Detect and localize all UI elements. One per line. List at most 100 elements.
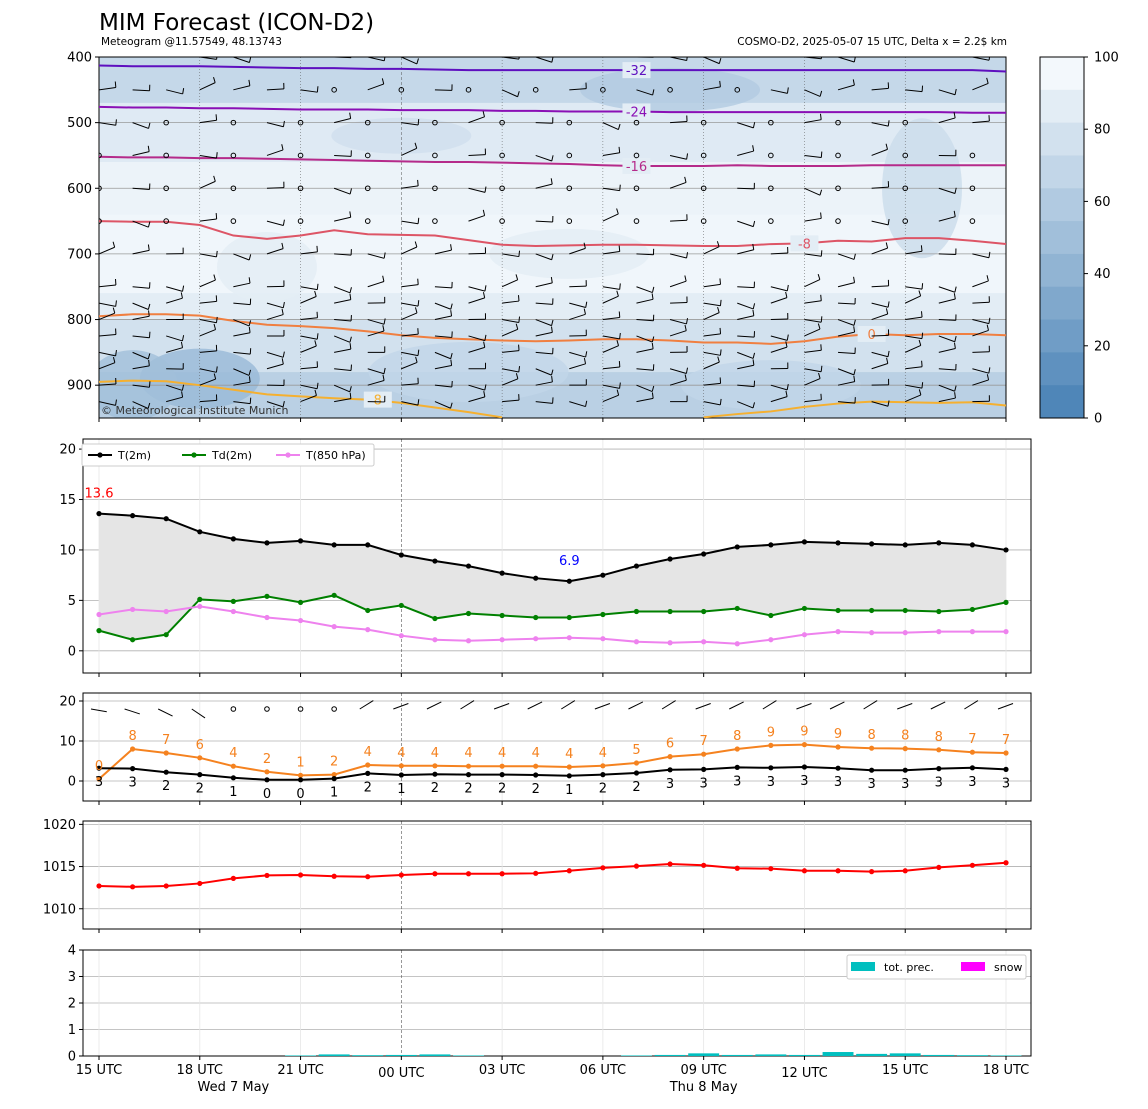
mean-wind-label: 1	[397, 782, 405, 797]
mean-wind-label: 2	[464, 782, 472, 797]
wind-barb	[133, 53, 149, 57]
mean-wind-point	[533, 772, 538, 777]
mean-wind-label: 3	[834, 775, 842, 790]
wind-barb-flag	[720, 81, 721, 87]
t2m-point	[936, 540, 941, 545]
mean-wind-point	[130, 766, 135, 771]
mean-wind-point	[567, 773, 572, 778]
wind-barb	[872, 335, 889, 336]
mean-wind-point	[332, 776, 337, 781]
panel-tick-label: 4	[68, 944, 76, 959]
wind-barb-flag	[519, 251, 520, 257]
mean-wind-point	[667, 767, 672, 772]
mslp-point	[869, 869, 874, 874]
mean-wind-label: 3	[968, 775, 976, 790]
td2m-point	[1003, 600, 1008, 605]
wind-barb-flag	[115, 82, 116, 88]
mean-wind-label: 2	[431, 781, 439, 796]
wind-barb	[1006, 221, 1023, 223]
wind-barb-flag	[584, 45, 585, 51]
t850-point	[835, 629, 840, 634]
mean-wind-point	[197, 772, 202, 777]
profile-tick-label: 900	[67, 379, 92, 394]
humidity-cell-6	[369, 342, 569, 402]
mslp-point	[332, 874, 337, 879]
colorbar-step	[1040, 90, 1084, 123]
gust-label: 5	[632, 743, 640, 758]
panel-tick-label: 20	[59, 443, 76, 458]
gust-point	[197, 755, 202, 760]
wind-barb	[737, 188, 754, 189]
precip-bar	[991, 1055, 1022, 1056]
gust-label: 9	[834, 727, 842, 742]
mslp-point	[130, 884, 135, 889]
t2m-point	[634, 563, 639, 568]
gust-label: 6	[196, 738, 204, 753]
colorbar-step	[1040, 123, 1084, 156]
colorbar-tick-label: 0	[1094, 412, 1102, 427]
precip-bar	[453, 1055, 484, 1056]
wind-barb-flag	[317, 48, 318, 54]
mslp-point	[298, 872, 303, 877]
t850-point	[432, 637, 437, 642]
mean-wind-point	[231, 775, 236, 780]
wind-barb-flag	[620, 333, 621, 339]
legend-label: Td(2m)	[211, 449, 252, 462]
td2m-point	[567, 615, 572, 620]
wind-barb-flag	[619, 48, 620, 54]
colorbar-tick-label: 60	[1094, 195, 1111, 210]
t850-point	[802, 632, 807, 637]
gust-label: 7	[1002, 733, 1010, 748]
wind-barb	[1006, 123, 1023, 125]
gust-point	[903, 746, 908, 751]
mean-wind-label: 0	[263, 787, 271, 802]
wind-barb	[1006, 312, 1021, 319]
chart-subtitle-model: COSMO-D2, 2025-05-07 15 UTC, Delta x = 2…	[737, 36, 1007, 48]
precip-bar	[856, 1054, 887, 1056]
mslp-point	[802, 868, 807, 873]
gust-point	[164, 750, 169, 755]
legend-marker	[285, 452, 290, 457]
colorbar-step	[1040, 320, 1084, 353]
profile-tick-label: 800	[67, 313, 92, 328]
td2m-point	[701, 609, 706, 614]
wind-barb	[569, 286, 586, 287]
wind-barb	[334, 57, 351, 58]
mslp-point	[197, 881, 202, 886]
precip-bar	[621, 1055, 652, 1056]
wind-barb-flag	[1022, 328, 1023, 334]
wind-barb	[872, 51, 888, 57]
td2m-point	[634, 609, 639, 614]
gust-label: 1	[296, 755, 304, 770]
mean-wind-label: 2	[532, 782, 540, 797]
td2m-point	[667, 609, 672, 614]
isotherm-label: 8	[374, 394, 382, 409]
precip-bar	[688, 1053, 719, 1056]
time-tick-label: 03 UTC	[479, 1063, 525, 1078]
t850-point	[970, 629, 975, 634]
td2m-point	[365, 608, 370, 613]
wind-barb-flag	[922, 311, 923, 317]
gust-label: 4	[364, 745, 372, 760]
precip-legend-swatch	[851, 962, 875, 971]
panel-tick-label: 0	[68, 775, 76, 790]
time-tick-label: 00 UTC	[378, 1066, 424, 1081]
mslp-point	[500, 871, 505, 876]
time-tick-label: 06 UTC	[580, 1063, 626, 1078]
precip-bar	[655, 1055, 686, 1056]
td2m-point	[768, 613, 773, 618]
panel-tick-label: 1	[68, 1023, 76, 1038]
wind-barb-flag	[619, 246, 620, 252]
profile-tick-label: 500	[67, 116, 92, 131]
wind-barb-flag	[1022, 278, 1023, 284]
mslp-point	[96, 883, 101, 888]
t850-point	[332, 624, 337, 629]
date-label: Wed 7 May	[197, 1080, 269, 1095]
gust-label: 4	[498, 746, 506, 761]
precip-legend-swatch	[961, 962, 985, 971]
mean-wind-label: 0	[296, 787, 304, 802]
gust-label: 9	[767, 725, 775, 740]
isotherm-label: -24	[626, 105, 647, 120]
